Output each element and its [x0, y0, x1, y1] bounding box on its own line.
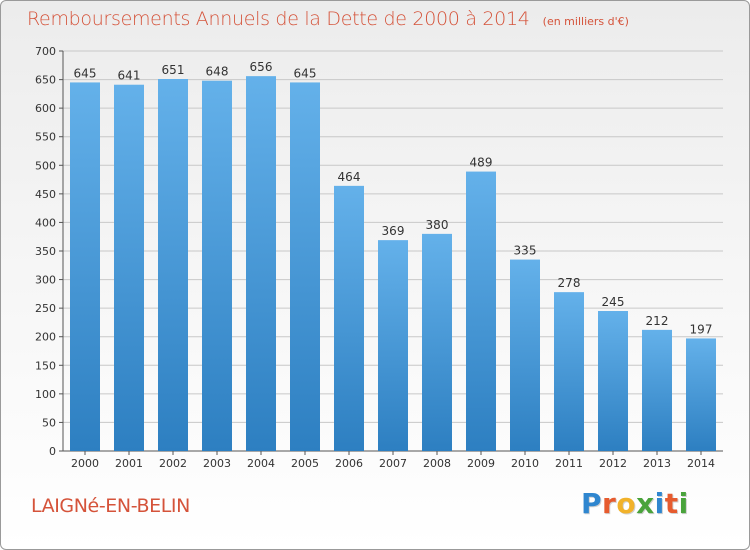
logo-letter: x — [636, 487, 655, 520]
y-tick-label: 0 — [49, 445, 56, 458]
logo-letter: i — [678, 487, 689, 520]
x-tick-label: 2010 — [511, 457, 539, 470]
bar — [158, 79, 188, 451]
bar — [290, 82, 320, 451]
bar — [202, 80, 232, 451]
logo-letter: t — [664, 487, 679, 520]
bar-value-label: 489 — [470, 156, 493, 170]
bar-value-label: 212 — [646, 314, 669, 328]
x-tick-label: 2006 — [335, 457, 363, 470]
bar-value-label: 369 — [382, 224, 405, 238]
bar-value-label: 651 — [162, 63, 185, 77]
commune-name: LAIGNé-EN-BELIN — [31, 495, 190, 517]
bar-value-label: 245 — [602, 295, 625, 309]
bar — [334, 185, 364, 451]
y-tick-label: 700 — [35, 45, 56, 58]
bar — [510, 259, 540, 451]
y-tick-label: 50 — [42, 416, 56, 429]
bar-value-label: 380 — [426, 218, 449, 232]
bar-value-label: 197 — [690, 322, 713, 336]
x-tick-label: 2011 — [555, 457, 583, 470]
y-tick-label: 550 — [35, 131, 56, 144]
bar — [554, 292, 584, 451]
bar — [114, 84, 144, 451]
y-tick-label: 100 — [35, 388, 56, 401]
y-tick-label: 200 — [35, 331, 56, 344]
bar-value-label: 641 — [118, 69, 141, 83]
x-tick-label: 2013 — [643, 457, 671, 470]
bar — [466, 171, 496, 452]
bar — [686, 338, 716, 451]
y-tick-label: 250 — [35, 302, 56, 315]
bars — [70, 76, 716, 452]
bar — [246, 76, 276, 452]
logo-letter: r — [602, 487, 617, 520]
y-tick-label: 150 — [35, 359, 56, 372]
proxiti-logo: Proxiti — [581, 487, 689, 520]
x-tick-label: 2009 — [467, 457, 495, 470]
y-tick-labels: 0 50 100 150 200 250 300 350 400 450 500 550 600 650 7… — [35, 45, 56, 458]
y-tick-label: 400 — [35, 216, 56, 229]
bar — [378, 240, 408, 451]
x-tick-label: 2005 — [291, 457, 319, 470]
x-tick-labels: 2000 2001 2002 2003 2004 2005 2006 2007 2008 2009… — [71, 457, 715, 470]
y-tick-label: 600 — [35, 102, 56, 115]
bar — [70, 82, 100, 451]
y-tick-label: 650 — [35, 74, 56, 87]
x-tick-label: 2003 — [203, 457, 231, 470]
chart-title: Remboursements Annuels de la Dette de 20… — [27, 8, 530, 30]
x-tick-label: 2004 — [247, 457, 275, 470]
x-tick-label: 2014 — [687, 457, 715, 470]
x-tick-label: 2007 — [379, 457, 407, 470]
x-tick-label: 2008 — [423, 457, 451, 470]
logo-letter: o — [616, 487, 637, 520]
bar-value-label: 645 — [74, 66, 97, 80]
y-tick-label: 500 — [35, 159, 56, 172]
bar — [598, 311, 628, 451]
bar-value-label: 648 — [206, 65, 229, 79]
y-tick-label: 350 — [35, 245, 56, 258]
bar-value-label: 464 — [338, 170, 361, 184]
x-tick-label: 2001 — [115, 457, 143, 470]
bar-value-label: 335 — [514, 244, 537, 258]
bar — [422, 233, 452, 451]
x-tick-label: 2002 — [159, 457, 187, 470]
logo-letter: i — [654, 487, 665, 520]
y-tick-label: 450 — [35, 188, 56, 201]
y-tick-label: 300 — [35, 274, 56, 287]
bar-value-label: 645 — [294, 66, 317, 80]
chart-subtitle: (en milliers d'€) — [542, 15, 629, 28]
bar — [642, 329, 672, 451]
bar-value-label: 278 — [558, 276, 581, 290]
logo-letter: P — [581, 487, 603, 520]
x-tick-label: 2000 — [71, 457, 99, 470]
bar-value-label: 656 — [250, 60, 273, 74]
x-tick-label: 2012 — [599, 457, 627, 470]
chart-title-block: Remboursements Annuels de la Dette de 20… — [27, 8, 629, 30]
data-labels: 645 641 651 648 656 645 464 369 380 489 335 278 245 2… — [74, 60, 713, 336]
